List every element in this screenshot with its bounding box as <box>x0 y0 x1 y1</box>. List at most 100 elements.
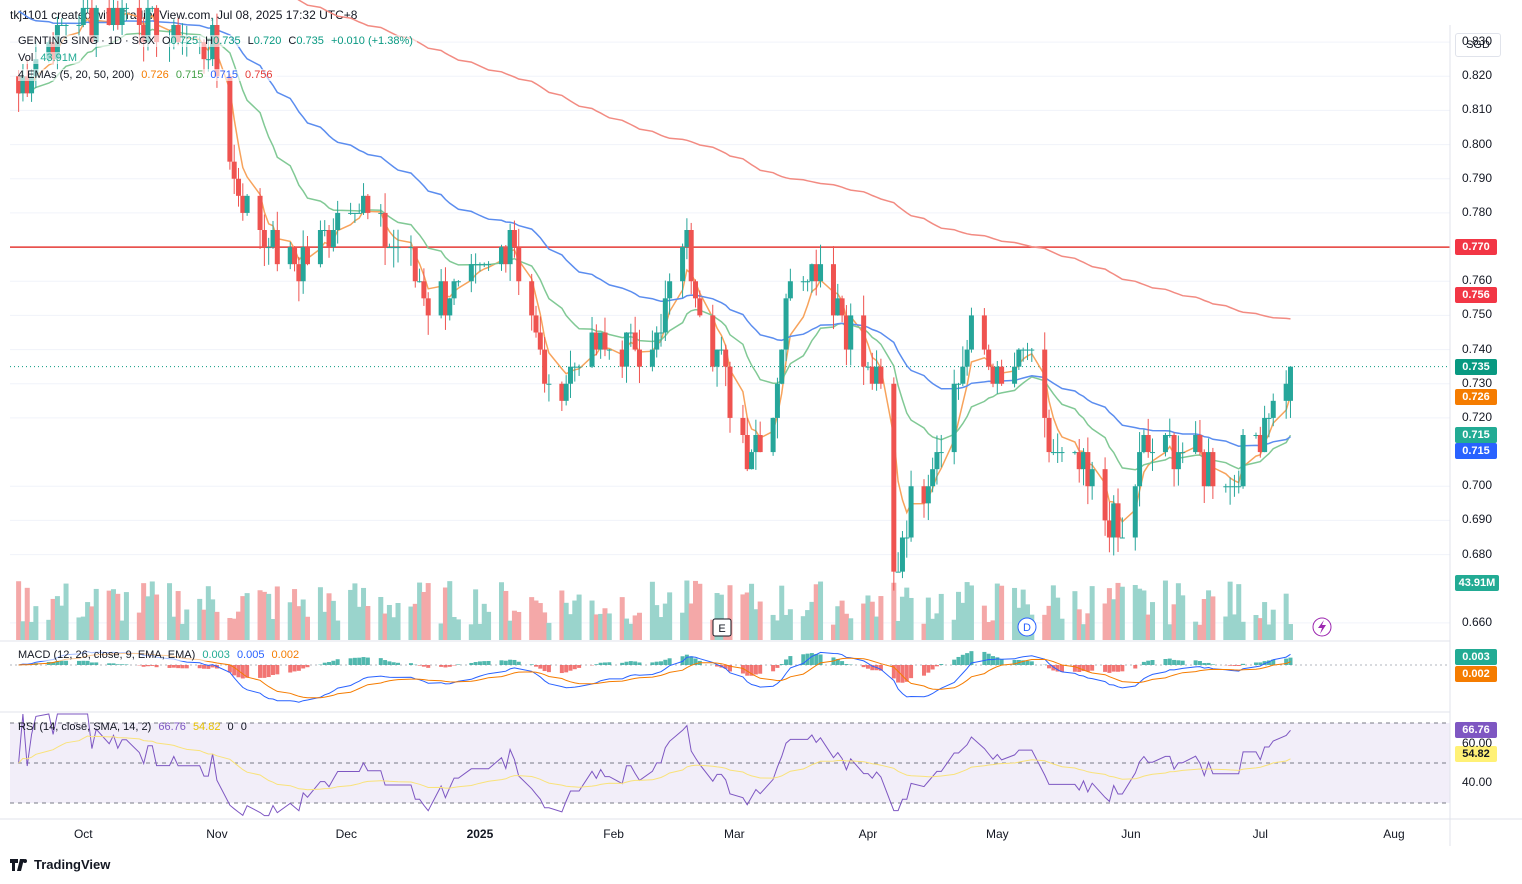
candle-body <box>1012 366 1018 384</box>
macd-histogram-bar <box>348 658 353 665</box>
candle-body <box>749 452 755 470</box>
volume-bar <box>1072 591 1078 640</box>
volume-bar <box>93 588 99 640</box>
volume-bar <box>123 592 129 640</box>
rsi-pane <box>10 713 1450 817</box>
macd-histogram-bar <box>982 651 987 665</box>
volume-bar <box>848 618 854 640</box>
volume-bar <box>167 583 173 640</box>
macd-histogram-bar <box>934 665 939 667</box>
volume-bar <box>46 619 52 640</box>
macd-histogram-bar <box>51 662 56 665</box>
candle-body <box>1223 486 1229 488</box>
macd-histogram-bar <box>240 665 245 679</box>
volume-legend[interactable]: Vol 43.91M <box>18 52 82 64</box>
candle-body <box>16 76 22 94</box>
volume-bar <box>908 597 914 640</box>
volume-bar <box>236 611 242 640</box>
macd-histogram-bar <box>784 659 789 665</box>
candle-body <box>214 25 220 77</box>
volume-bar <box>322 611 328 640</box>
candle-body <box>1283 383 1289 401</box>
volume-bar <box>421 591 427 640</box>
candle-body <box>546 383 552 385</box>
currency-selector[interactable]: SGD <box>1455 33 1501 57</box>
volume-bar <box>1270 609 1276 640</box>
ema-legend[interactable]: 4 EMAs (5, 20, 50, 200) 0.726 0.715 0.71… <box>18 69 277 81</box>
volume-bar <box>468 624 474 640</box>
volume-bar <box>805 610 811 640</box>
macd-histogram-bar <box>965 653 970 665</box>
ema20-line <box>18 28 1292 471</box>
candle-body <box>529 281 535 316</box>
macd-histogram-bar <box>542 665 547 672</box>
macd-histogram-bar <box>456 664 461 665</box>
volume-bar <box>787 609 793 640</box>
macd-line-value: 0.005 <box>236 649 265 661</box>
time-axis-label: Dec <box>336 827 357 841</box>
volume-bar <box>451 617 457 640</box>
macd-histogram-bar <box>650 662 655 665</box>
macd-histogram-bar <box>1236 665 1241 667</box>
volume-bar <box>1012 587 1018 640</box>
volume-bar <box>636 612 642 640</box>
candle-body <box>274 230 280 265</box>
volume-bar <box>175 591 181 640</box>
macd-histogram-bar <box>1107 665 1112 673</box>
volume-bar <box>688 603 694 640</box>
volume-bar <box>1197 624 1203 640</box>
macd-histogram-bar <box>1180 660 1185 665</box>
price-tick-label: 0.690 <box>1462 512 1493 527</box>
macd-histogram-bar <box>999 659 1004 665</box>
dividend-marker[interactable]: D <box>1017 617 1037 637</box>
candle-body <box>968 315 974 350</box>
candle-body <box>236 178 242 196</box>
volume-bar <box>749 583 755 640</box>
candle-body <box>481 264 487 266</box>
candle-body <box>417 281 423 283</box>
candle-body <box>818 264 824 282</box>
candle-body <box>110 7 116 26</box>
candle-body <box>628 332 634 334</box>
candle-body <box>619 349 625 367</box>
volume-bar <box>20 621 26 640</box>
candle-body <box>649 349 655 367</box>
price-tick-label: 0.700 <box>1462 478 1493 493</box>
candle-body <box>1193 435 1199 453</box>
macd-histogram-bar <box>270 665 275 675</box>
tradingview-logo[interactable]: TradingView <box>10 857 110 872</box>
price-tick-label: 0.760 <box>1462 273 1493 288</box>
candle-body <box>1201 452 1207 487</box>
rsi-legend[interactable]: RSI (14, close, SMA, 14, 2) 66.76 54.82 … <box>18 721 251 733</box>
candle-body <box>425 298 431 316</box>
candle-body <box>175 25 181 43</box>
macd-histogram-bar <box>952 659 957 665</box>
volume-bar <box>874 616 880 640</box>
price-tag: 0.756 <box>1455 286 1497 303</box>
candle-body <box>1059 452 1065 454</box>
price-tick-label: 0.730 <box>1462 375 1493 390</box>
volume-bar <box>533 600 539 640</box>
time-axis-label: Jul <box>1253 827 1268 841</box>
volume-bar <box>257 590 263 640</box>
volume-bar <box>425 583 431 640</box>
candle-body <box>1145 435 1151 453</box>
volume-bar <box>744 592 750 640</box>
volume-bar <box>85 602 91 640</box>
macd-histogram-bar <box>909 665 914 679</box>
volume-bar <box>757 601 763 640</box>
earnings-marker[interactable]: E <box>712 618 732 637</box>
macd-legend[interactable]: MACD (12, 26, close, 9, EMA, EMA) 0.003 … <box>18 649 304 661</box>
candle-body <box>951 383 957 453</box>
candle-body <box>589 332 595 367</box>
macd-histogram-bar <box>1163 659 1168 665</box>
volume-bars <box>16 580 1293 640</box>
volume-bar <box>1042 614 1048 640</box>
macd-histogram-bar <box>1241 663 1246 665</box>
volume-bar <box>1171 604 1177 640</box>
symbol-legend[interactable]: GENTING SING · 1D · SGX O0.725 H0.735 L0… <box>18 35 417 47</box>
volume-bar <box>1137 588 1143 640</box>
rsi-extra-1: 0 <box>227 721 234 733</box>
lightning-icon[interactable] <box>1312 617 1332 637</box>
